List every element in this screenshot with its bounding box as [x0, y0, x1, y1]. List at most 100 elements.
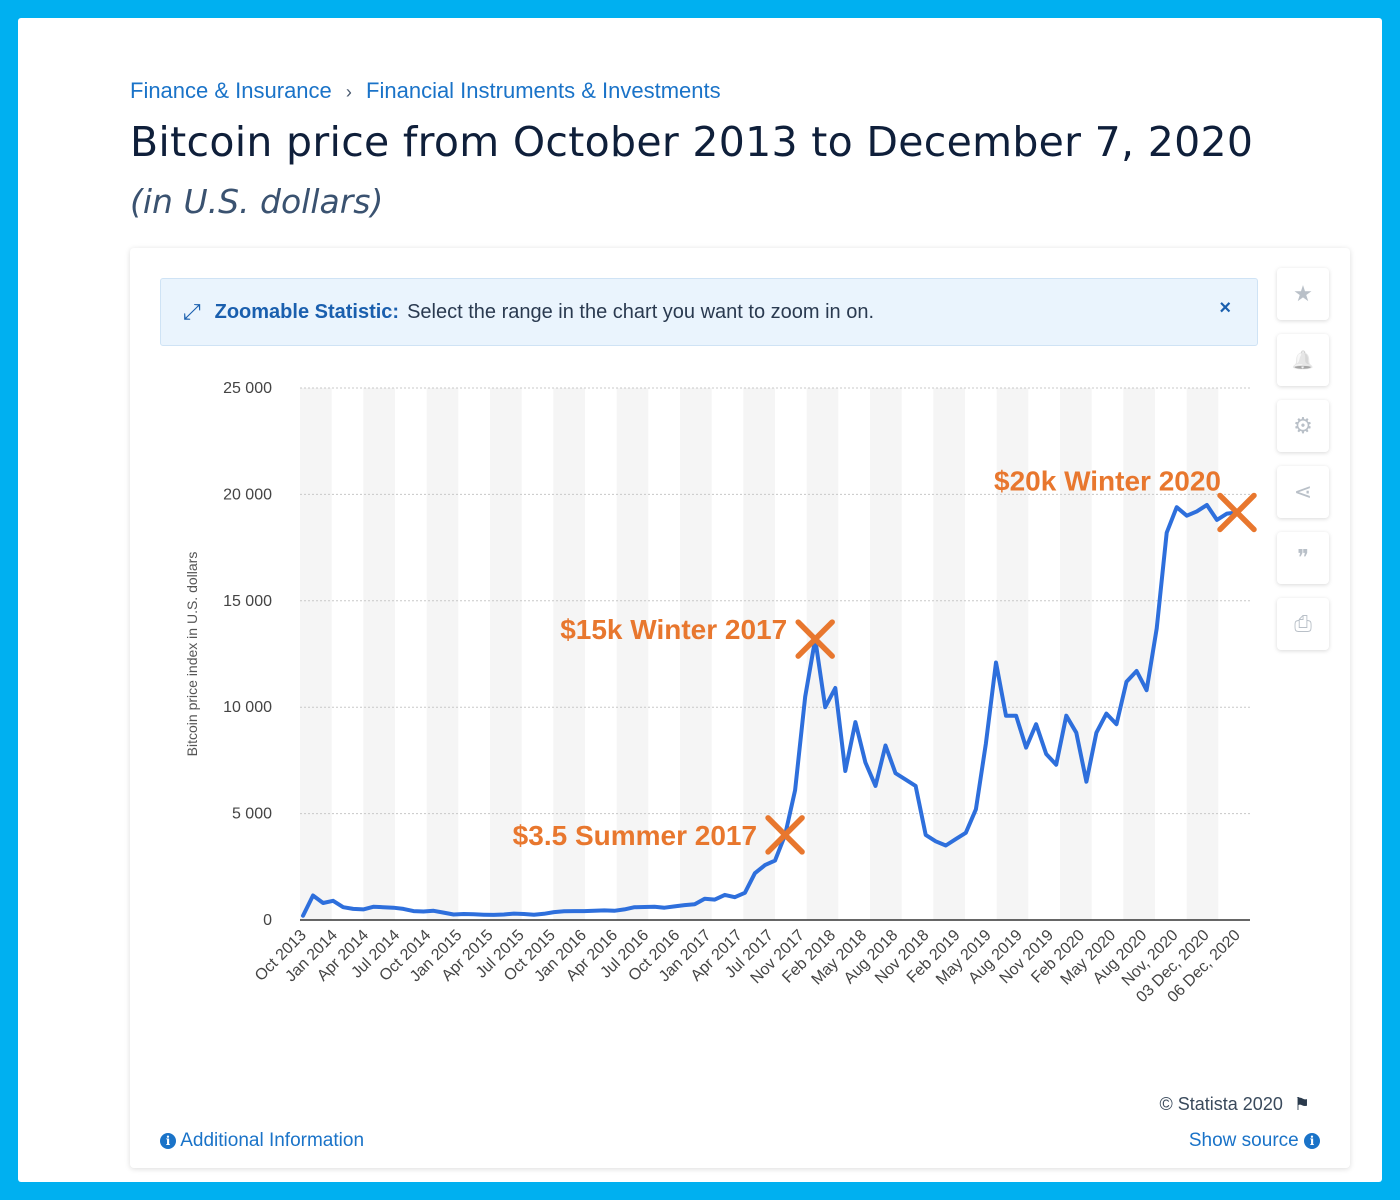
price-series-line: [301, 503, 1239, 918]
show-source-link[interactable]: Show source i: [1189, 1130, 1320, 1152]
credit-text: © Statista 2020: [1159, 1094, 1283, 1114]
data-point: [973, 806, 979, 812]
chart[interactable]: 0 5 000 10 000 15 000 20 000 25 000 Bitcoin pr…: [130, 248, 1350, 1078]
data-point: [832, 685, 838, 691]
background-band: [996, 388, 1029, 920]
favorite-button[interactable]: ★: [1277, 268, 1329, 320]
background-band: [933, 388, 965, 920]
breadcrumb: Finance & Insurance › Financial Instrume…: [130, 78, 721, 104]
bell-icon: 🔔: [1291, 349, 1315, 370]
chart-card: ⤢ Zoomable Statistic: Select the range i…: [130, 248, 1350, 1168]
data-point: [1174, 504, 1180, 510]
background-band: [1123, 388, 1155, 920]
additional-info-link[interactable]: i Additional Information: [160, 1130, 364, 1152]
background-band: [1186, 388, 1219, 920]
settings-button[interactable]: ⚙: [1277, 400, 1329, 452]
breadcrumb-link-financial-instruments[interactable]: Financial Instruments & Investments: [366, 78, 721, 103]
data-point: [1113, 721, 1119, 727]
data-point: [1063, 713, 1069, 719]
notification-button[interactable]: 🔔: [1277, 334, 1329, 386]
print-icon: ⎙: [1294, 611, 1312, 636]
data-point: [320, 900, 326, 906]
data-point: [1184, 513, 1190, 519]
data-point: [762, 862, 768, 868]
data-point: [1204, 502, 1210, 508]
data-point: [953, 836, 959, 842]
y-tick-label: 10 000: [223, 699, 272, 716]
data-point: [481, 912, 487, 918]
cite-button[interactable]: ❞: [1277, 532, 1329, 584]
data-point: [913, 783, 919, 789]
background-band: [490, 388, 522, 920]
info-icon: i: [160, 1133, 176, 1149]
data-point: [1224, 511, 1230, 517]
statista-credit: © Statista 2020 ⚑: [1160, 1094, 1311, 1115]
zoom-banner-label: Zoomable Statistic:: [214, 300, 400, 323]
data-point: [350, 906, 356, 912]
data-point: [1194, 508, 1200, 514]
data-point: [1003, 713, 1009, 719]
data-point: [340, 904, 346, 910]
data-point: [531, 912, 537, 918]
background-band: [680, 388, 712, 920]
data-point: [441, 910, 447, 916]
data-point: [682, 902, 688, 908]
y-tick-label: 15 000: [223, 593, 272, 610]
data-point: [882, 743, 888, 749]
data-point: [1043, 751, 1049, 757]
background-band: [870, 388, 902, 920]
share-icon: ⋖: [1293, 479, 1313, 504]
data-point: [561, 908, 567, 914]
y-tick-label: 0: [263, 912, 272, 929]
data-point: [1093, 730, 1099, 736]
data-point: [923, 832, 929, 838]
info-icon: i: [1304, 1133, 1320, 1149]
y-tick-label: 5 000: [232, 806, 272, 823]
annotation-cross: [795, 619, 835, 659]
data-point: [1053, 762, 1059, 768]
data-point: [471, 911, 477, 917]
data-point: [410, 908, 416, 914]
data-point: [903, 777, 909, 783]
data-point: [1164, 530, 1170, 536]
data-point: [591, 908, 597, 914]
data-point: [511, 911, 517, 917]
data-point: [933, 838, 939, 844]
page-frame: Finance & Insurance › Financial Instrume…: [18, 18, 1382, 1182]
side-toolbar: ★ 🔔 ⚙ ⋖ ❞ ⎙: [1277, 268, 1329, 664]
share-button[interactable]: ⋖: [1277, 466, 1329, 518]
background-band: [300, 388, 332, 920]
data-point: [431, 908, 437, 914]
banner-close-button[interactable]: ×: [1219, 297, 1231, 319]
data-point: [1073, 730, 1079, 736]
data-point: [742, 890, 748, 896]
data-point: [712, 897, 718, 903]
annotation-label: $20k Winter 2020: [994, 465, 1221, 496]
data-point: [672, 903, 678, 909]
data-point: [732, 894, 738, 900]
data-point: [360, 906, 366, 912]
data-point: [1083, 779, 1089, 785]
data-point: [1033, 721, 1039, 727]
data-point: [1023, 745, 1029, 751]
data-point: [581, 908, 587, 914]
data-point: [862, 760, 868, 766]
annotation-cross: [1217, 492, 1257, 533]
data-point: [1144, 687, 1150, 693]
data-point: [792, 787, 798, 793]
data-point: [662, 905, 668, 911]
annotation-label: $3.5 Summer 2017: [513, 820, 757, 851]
flag-icon[interactable]: ⚑: [1293, 1094, 1310, 1114]
data-point: [752, 870, 758, 876]
data-point: [993, 660, 999, 666]
data-point: [692, 901, 698, 907]
page-subtitle: (in U.S. dollars): [130, 182, 384, 221]
breadcrumb-link-finance-insurance[interactable]: Finance & Insurance: [130, 78, 332, 103]
print-button[interactable]: ⎙: [1277, 598, 1329, 650]
data-point: [541, 911, 547, 917]
background-band: [616, 388, 649, 920]
data-point: [601, 907, 607, 913]
additional-info-label: Additional Information: [180, 1130, 365, 1151]
background-band: [553, 388, 585, 920]
zoom-banner: ⤢ Zoomable Statistic: Select the range i…: [160, 278, 1258, 346]
